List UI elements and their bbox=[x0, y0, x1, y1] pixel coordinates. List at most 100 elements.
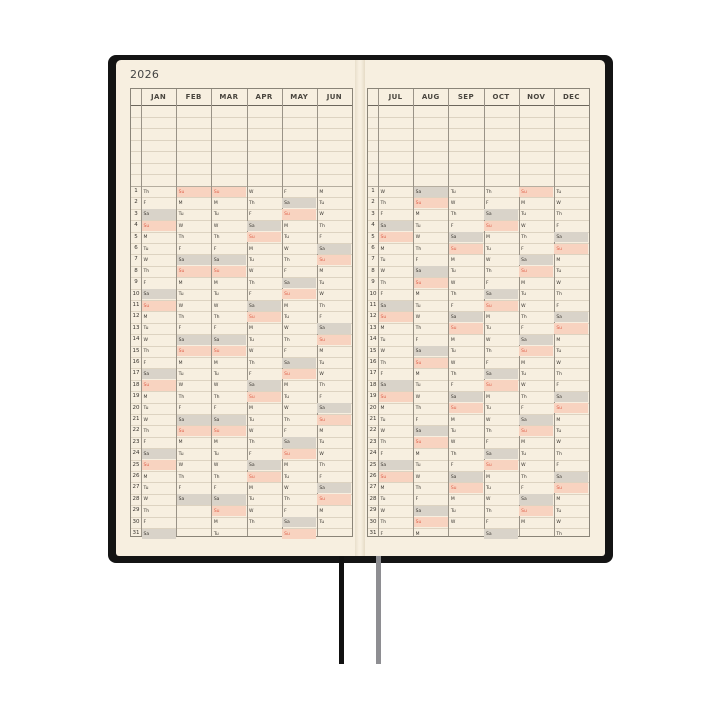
day-cell[interactable]: Tu bbox=[415, 223, 421, 229]
day-cell[interactable]: Th bbox=[486, 189, 492, 195]
day-cell[interactable]: Sa bbox=[176, 334, 211, 346]
day-cell[interactable]: Su bbox=[247, 311, 282, 323]
day-cell[interactable]: Su bbox=[317, 414, 352, 425]
day-cell[interactable]: F bbox=[486, 520, 489, 526]
day-cell[interactable]: Su bbox=[554, 482, 589, 494]
day-cell[interactable]: Su bbox=[554, 243, 589, 254]
day-cell[interactable]: M bbox=[415, 451, 420, 457]
day-cell[interactable]: W bbox=[450, 440, 456, 446]
day-cell[interactable]: W bbox=[556, 360, 561, 366]
day-cell[interactable]: Sa bbox=[282, 357, 317, 368]
day-cell[interactable]: Tu bbox=[249, 257, 254, 263]
day-cell[interactable]: Su bbox=[413, 437, 448, 448]
day-cell[interactable]: Su bbox=[247, 391, 282, 403]
day-cell[interactable]: Sa bbox=[484, 209, 519, 220]
day-cell[interactable]: Su bbox=[211, 346, 246, 357]
day-cell[interactable]: M bbox=[450, 337, 455, 343]
day-cell[interactable]: Su bbox=[141, 380, 176, 391]
day-cell[interactable]: F bbox=[521, 485, 524, 491]
day-cell[interactable]: F bbox=[178, 326, 182, 332]
day-cell[interactable]: Tu bbox=[143, 246, 149, 252]
day-cell[interactable]: Su bbox=[448, 323, 483, 334]
day-cell[interactable]: Tu bbox=[380, 497, 386, 503]
day-cell[interactable]: Su bbox=[282, 289, 317, 300]
day-cell[interactable]: W bbox=[415, 474, 421, 480]
day-cell[interactable]: M bbox=[380, 406, 385, 412]
day-cell[interactable]: F bbox=[249, 371, 252, 377]
day-cell[interactable]: Th bbox=[249, 360, 255, 366]
day-cell[interactable]: F bbox=[319, 314, 322, 320]
day-cell[interactable]: W bbox=[380, 428, 385, 434]
day-cell[interactable]: Su bbox=[448, 482, 483, 494]
day-cell[interactable]: F bbox=[319, 394, 322, 400]
day-cell[interactable]: Sa bbox=[247, 460, 282, 471]
day-cell[interactable]: Sa bbox=[211, 494, 246, 505]
day-cell[interactable]: Tu bbox=[284, 394, 290, 400]
day-cell[interactable]: M bbox=[380, 246, 385, 252]
day-cell[interactable]: M bbox=[521, 280, 526, 286]
day-cell[interactable]: Th bbox=[319, 223, 325, 229]
day-cell[interactable]: M bbox=[213, 200, 218, 206]
day-cell[interactable]: Th bbox=[143, 349, 150, 355]
day-cell[interactable]: M bbox=[521, 360, 526, 366]
day-cell[interactable]: Th bbox=[178, 394, 185, 400]
day-cell[interactable]: W bbox=[249, 428, 254, 434]
day-cell[interactable]: Th bbox=[213, 394, 220, 400]
day-cell[interactable]: Th bbox=[143, 428, 150, 434]
day-cell[interactable]: Th bbox=[284, 417, 290, 423]
day-cell[interactable]: Tu bbox=[178, 292, 184, 298]
day-cell[interactable]: Su bbox=[317, 334, 352, 346]
day-cell[interactable]: Su bbox=[484, 460, 519, 471]
day-cell[interactable]: Su bbox=[413, 197, 448, 209]
day-cell[interactable]: M bbox=[556, 257, 561, 263]
day-cell[interactable]: Sa bbox=[378, 460, 413, 471]
bookmark-ribbon-gray[interactable] bbox=[376, 556, 381, 664]
day-cell[interactable]: Su bbox=[448, 403, 483, 414]
day-cell[interactable]: W bbox=[380, 349, 385, 355]
day-cell[interactable]: W bbox=[143, 257, 148, 263]
day-cell[interactable]: Su bbox=[211, 505, 246, 517]
day-cell[interactable]: W bbox=[415, 314, 421, 320]
day-cell[interactable]: M bbox=[450, 497, 455, 503]
day-cell[interactable]: Su bbox=[448, 243, 483, 254]
day-cell[interactable]: F bbox=[380, 292, 384, 298]
day-cell[interactable]: W bbox=[249, 508, 254, 514]
day-cell[interactable]: Su bbox=[413, 277, 448, 289]
day-cell[interactable]: Tu bbox=[143, 326, 149, 332]
day-cell[interactable]: M bbox=[319, 349, 324, 355]
day-cell[interactable]: F bbox=[284, 189, 287, 195]
day-cell[interactable]: M bbox=[143, 235, 148, 241]
day-cell[interactable]: W bbox=[249, 349, 254, 355]
day-cell[interactable]: Th bbox=[143, 508, 150, 514]
day-cell[interactable]: Tu bbox=[415, 463, 421, 469]
day-cell[interactable]: Th bbox=[380, 440, 387, 446]
day-cell[interactable]: Tu bbox=[284, 235, 290, 241]
day-cell[interactable]: Su bbox=[176, 425, 211, 437]
day-cell[interactable]: Tu bbox=[319, 360, 325, 366]
day-cell[interactable]: Th bbox=[178, 314, 185, 320]
day-cell[interactable]: W bbox=[450, 360, 456, 366]
day-cell[interactable]: M bbox=[450, 257, 455, 263]
day-cell[interactable]: M bbox=[284, 223, 289, 229]
day-cell[interactable]: F bbox=[284, 428, 287, 434]
day-cell[interactable]: Sa bbox=[211, 254, 246, 266]
day-cell[interactable]: Su bbox=[317, 254, 352, 266]
day-cell[interactable]: Th bbox=[213, 474, 220, 480]
day-cell[interactable]: W bbox=[415, 394, 421, 400]
day-cell[interactable]: Th bbox=[249, 280, 255, 286]
day-cell[interactable]: W bbox=[450, 200, 456, 206]
day-cell[interactable]: F bbox=[178, 406, 182, 412]
day-cell[interactable]: W bbox=[380, 189, 385, 195]
day-cell[interactable]: M bbox=[249, 406, 253, 412]
day-cell[interactable]: Sa bbox=[317, 482, 352, 494]
day-cell[interactable]: Su bbox=[211, 425, 246, 437]
day-cell[interactable]: Sa bbox=[413, 186, 448, 197]
day-cell[interactable]: W bbox=[450, 520, 456, 526]
day-cell[interactable]: M bbox=[143, 474, 148, 480]
day-cell[interactable]: Th bbox=[450, 212, 457, 218]
day-cell[interactable]: F bbox=[284, 349, 287, 355]
day-cell[interactable]: M bbox=[143, 394, 148, 400]
day-cell[interactable]: F bbox=[143, 360, 147, 366]
day-cell[interactable]: Sa bbox=[448, 311, 483, 323]
day-cell[interactable]: W bbox=[178, 223, 184, 229]
